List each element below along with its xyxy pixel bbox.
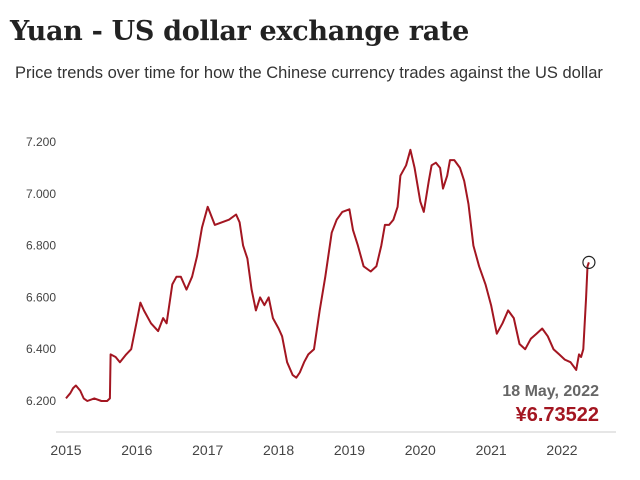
y-tick-label: 7.000 bbox=[26, 187, 56, 201]
x-tick-label: 2021 bbox=[476, 442, 507, 458]
x-tick-label: 2017 bbox=[192, 442, 223, 458]
x-tick-label: 2016 bbox=[121, 442, 152, 458]
x-tick-label: 2020 bbox=[405, 442, 436, 458]
annotation-layer: 18 May, 2022 ¥6.73522 bbox=[502, 255, 599, 426]
latest-point-marker bbox=[582, 255, 596, 269]
x-tick-label: 2018 bbox=[263, 442, 294, 458]
chart-title: Yuan - US dollar exchange rate bbox=[10, 16, 469, 47]
annotation-date: 18 May, 2022 bbox=[502, 383, 599, 400]
x-axis: 2015 2016 2017 2018 2019 2020 2021 2022 bbox=[50, 431, 616, 458]
y-tick-label: 6.800 bbox=[26, 239, 56, 253]
x-tick-label: 2019 bbox=[334, 442, 365, 458]
y-tick-label: 6.200 bbox=[26, 394, 56, 408]
y-tick-label: 6.400 bbox=[26, 342, 56, 356]
series-layer bbox=[65, 148, 590, 402]
y-axis-ticks: 6.200 6.400 6.600 6.800 7.000 7.200 bbox=[26, 135, 56, 408]
annotation-value: ¥6.73522 bbox=[516, 404, 599, 426]
x-tick-label: 2015 bbox=[50, 442, 81, 458]
chart-subtitle: Price trends over time for how the Chine… bbox=[15, 64, 603, 82]
y-tick-label: 6.600 bbox=[26, 290, 56, 304]
series-line bbox=[65, 148, 590, 402]
x-tick-label: 2022 bbox=[546, 442, 577, 458]
y-tick-label: 7.200 bbox=[26, 135, 56, 149]
